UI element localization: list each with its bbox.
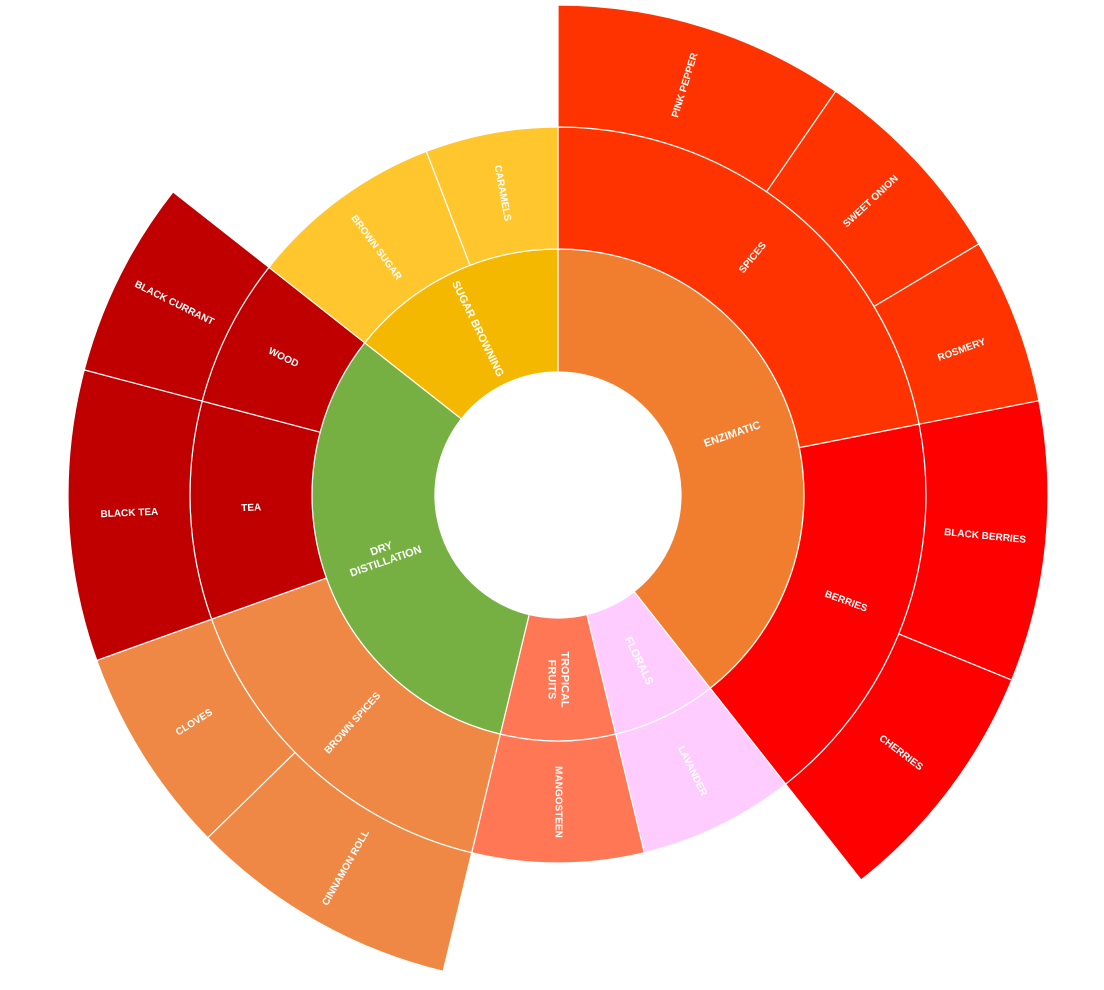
segments-layer (67, 4, 1049, 973)
segment-black-currant[interactable] (83, 191, 270, 402)
label-black-tea: BLACK TEA (100, 507, 158, 520)
segment-cherries[interactable] (784, 633, 1013, 881)
label-tea: TEA (241, 502, 261, 514)
label-mangosteen: MANGOSTEEN (553, 766, 564, 838)
segment-caramels[interactable] (425, 126, 559, 267)
label-tropical-fruits: TROPICALFRUITS (545, 651, 570, 708)
label-line: FRUITS (545, 660, 557, 700)
label-line: TROPICAL (559, 651, 571, 708)
